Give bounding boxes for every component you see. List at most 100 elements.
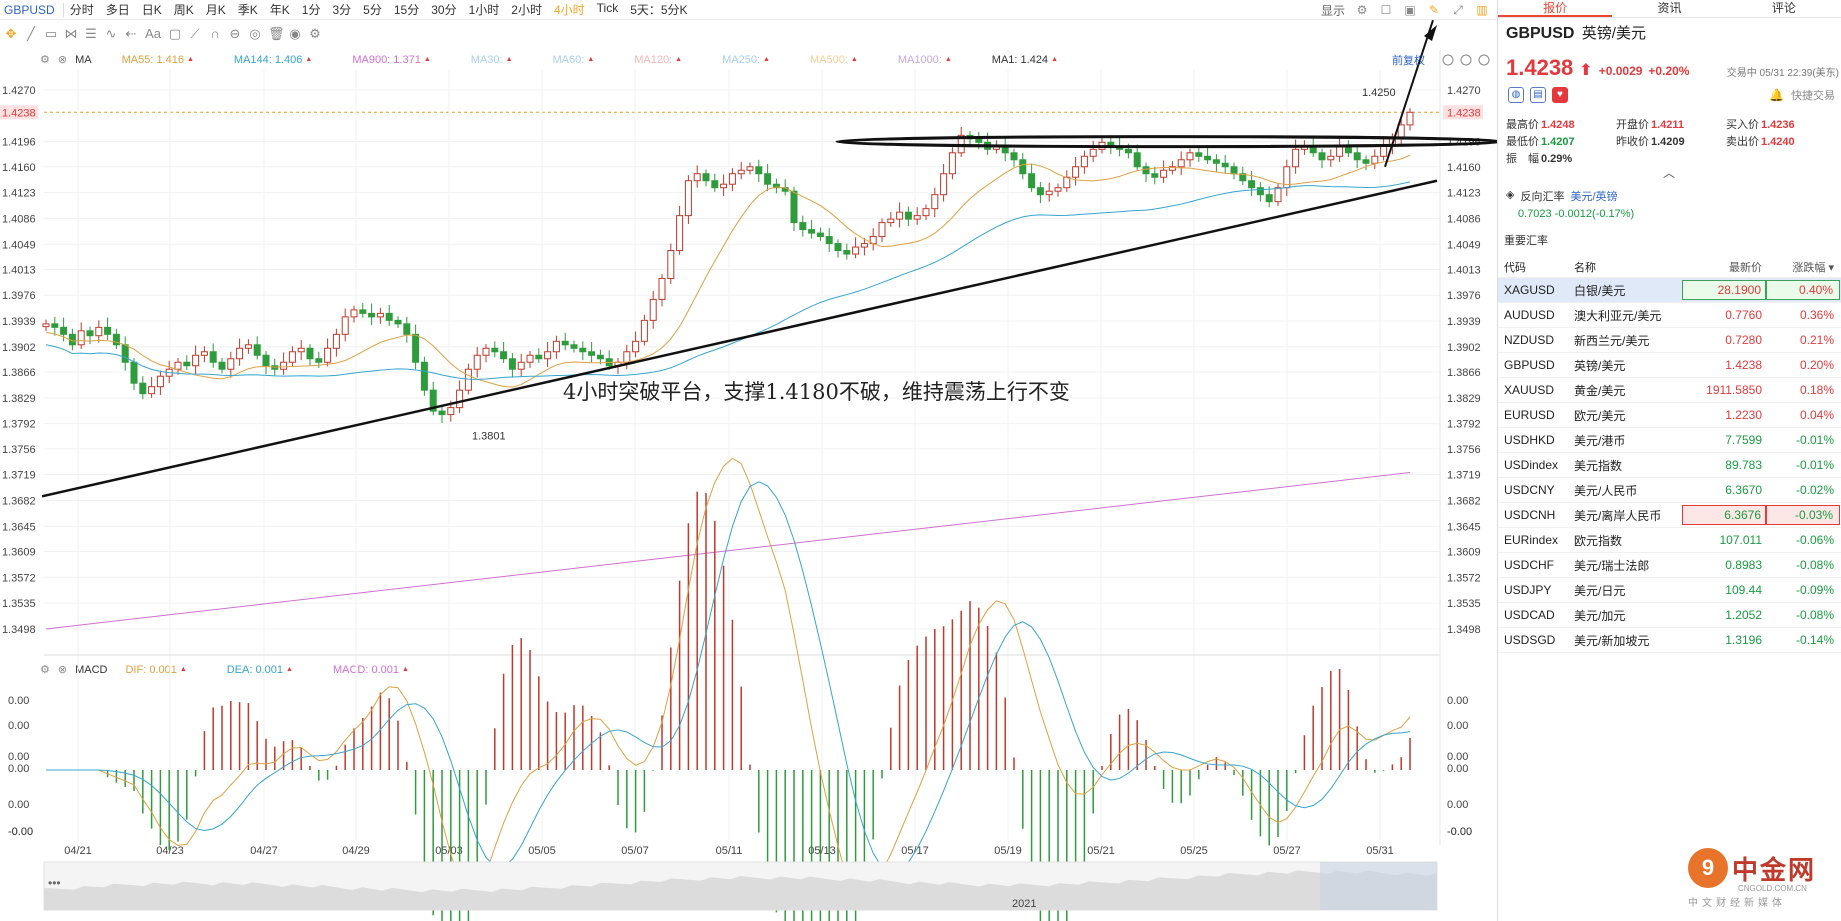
period-tab[interactable]: Tick bbox=[596, 1, 619, 15]
legend-item[interactable]: MA bbox=[75, 53, 92, 66]
table-row[interactable]: USDCHF 美元/瑞士法郎 0.8983 -0.08% bbox=[1498, 553, 1841, 578]
legend-item[interactable]: MA250: bbox=[722, 53, 761, 66]
period-tab[interactable]: 年K bbox=[269, 3, 290, 17]
display-menu[interactable]: 显示 bbox=[1320, 3, 1345, 18]
reverse-rate-pair[interactable]: 美元/英镑 bbox=[1570, 191, 1618, 203]
fullscreen-icon[interactable]: ⤢ bbox=[1453, 3, 1463, 17]
table-row[interactable]: USDJPY 美元/日元 109.44 -0.09% bbox=[1498, 578, 1841, 603]
table-row[interactable]: USDCNY 美元/人民币 6.3670 -0.02% bbox=[1498, 478, 1841, 503]
line-tool-icon[interactable]: ╱ bbox=[27, 26, 35, 41]
legend-item[interactable]: MA144: 1.406 bbox=[233, 53, 303, 66]
legend-item[interactable]: MA900: 1.371 bbox=[352, 53, 421, 66]
quote-header: GBPUSD 英镑/美元 bbox=[1498, 18, 1841, 43]
table-row[interactable]: USDSGD 美元/新加坡元 1.3196 -0.14% bbox=[1498, 628, 1841, 653]
legend-item[interactable]: MA1: 1.424 bbox=[991, 53, 1049, 66]
legend-close-icon[interactable]: ⊗ bbox=[57, 664, 68, 676]
row-change: 0.21% bbox=[1799, 333, 1834, 347]
comment-tool-icon[interactable]: ▢ bbox=[168, 26, 182, 41]
candle-body bbox=[843, 250, 851, 255]
table-row[interactable]: USDCAD 美元/加元 1.2052 -0.08% bbox=[1498, 603, 1841, 628]
table-header-cell[interactable]: 代码 bbox=[1504, 261, 1526, 274]
ruler-icon[interactable]: ⟋ bbox=[190, 26, 200, 41]
legend-item[interactable]: MA60: bbox=[552, 53, 585, 66]
pattern-tool-icon[interactable]: ⋈ bbox=[64, 26, 78, 41]
table-row[interactable]: EURUSD 欧元/美元 1.2230 0.04% bbox=[1498, 403, 1841, 428]
table-row[interactable]: NZDUSD 新西兰元/美元 0.7280 0.21% bbox=[1498, 328, 1841, 353]
favorite-heart-icon[interactable]: ♥ bbox=[1552, 87, 1568, 103]
text-tool-icon[interactable]: Aa bbox=[145, 26, 161, 41]
sidebar-toggle-icon[interactable]: ▥ bbox=[1476, 3, 1488, 17]
legend-close-icon[interactable]: ⊗ bbox=[57, 54, 68, 66]
logo-brand: 中金网 bbox=[1732, 854, 1817, 885]
period-tab[interactable]: 15分 bbox=[393, 3, 420, 17]
table-row[interactable]: XAUUSD 黄金/美元 1911.5850 0.18% bbox=[1498, 378, 1841, 403]
legend-gear-icon[interactable]: ⚙ bbox=[40, 664, 50, 676]
period-tab[interactable]: 4小时 bbox=[553, 3, 585, 17]
lock-icon[interactable]: ⊖ bbox=[229, 26, 241, 41]
trash-icon[interactable]: 🗑 bbox=[268, 26, 285, 41]
legend-item[interactable]: MA55: 1.416 bbox=[121, 53, 184, 66]
crosshair-icon[interactable]: ✥ bbox=[5, 26, 17, 41]
rect-tool-icon[interactable]: ▭ bbox=[44, 26, 58, 41]
legend-item[interactable]: DIF: 0.001 bbox=[125, 663, 177, 676]
legend-item[interactable]: MACD: 0.001 bbox=[332, 663, 400, 676]
period-tab[interactable]: 日K bbox=[141, 3, 162, 17]
period-tab[interactable]: 30分 bbox=[431, 3, 457, 17]
pencil-icon[interactable]: ✎ bbox=[1428, 3, 1440, 17]
table-row[interactable]: AUDUSD 澳大利亚元/美元 0.7760 0.36% bbox=[1498, 303, 1841, 328]
period-tab[interactable]: 季K bbox=[237, 3, 258, 17]
checkbox-icon[interactable]: ☐ bbox=[1380, 3, 1392, 17]
period-tab[interactable]: 3分 bbox=[332, 3, 352, 17]
candle-body bbox=[1054, 187, 1062, 192]
legend-gear-icon[interactable]: ⚙ bbox=[40, 54, 50, 66]
y-tick-left: 1.4123 bbox=[2, 188, 36, 200]
row-price: 0.7760 bbox=[1725, 308, 1762, 322]
period-tab[interactable]: 月K bbox=[205, 3, 226, 17]
visibility-icon[interactable]: ◉ bbox=[289, 26, 301, 41]
panel-tab[interactable]: 资讯 bbox=[1657, 1, 1682, 15]
hide-icon[interactable]: ◎ bbox=[249, 26, 261, 41]
candle-body bbox=[517, 361, 525, 370]
table-row[interactable]: EURindex 欧元指数 107.011 -0.06% bbox=[1498, 528, 1841, 553]
table-row[interactable]: USDindex 美元指数 89.783 -0.01% bbox=[1498, 453, 1841, 478]
globe-icon[interactable]: ◍ bbox=[1508, 87, 1524, 103]
arrow-tool-icon[interactable]: ⇠ bbox=[125, 26, 137, 41]
legend-item[interactable]: MA120: bbox=[634, 53, 673, 66]
table-row[interactable]: USDCNH 美元/离岸人民币 6.3676 -0.03% bbox=[1498, 503, 1841, 528]
legend-item[interactable]: MA500: bbox=[809, 53, 848, 66]
bell-icon[interactable]: 🔔 bbox=[1769, 88, 1784, 102]
period-tab[interactable]: 2小时 bbox=[511, 3, 542, 17]
legend-item[interactable]: DEA: 0.001 bbox=[226, 663, 284, 676]
candle-body bbox=[1318, 152, 1326, 161]
camera-icon[interactable]: ▣ bbox=[1404, 3, 1416, 17]
legend-item[interactable]: MA30: bbox=[470, 53, 503, 66]
table-header-cell[interactable]: 名称 bbox=[1574, 261, 1596, 274]
wave-tool-icon[interactable]: ∿ bbox=[105, 26, 117, 41]
period-tab[interactable]: 5天：5分K bbox=[630, 3, 688, 17]
candle-body bbox=[1177, 159, 1185, 168]
period-tab[interactable]: 1分 bbox=[301, 3, 321, 17]
table-row[interactable]: USDHKD 美元/港币 7.7599 -0.01% bbox=[1498, 428, 1841, 453]
gear-icon[interactable]: ⚙ bbox=[1356, 3, 1368, 17]
news-icon[interactable]: ▤ bbox=[1530, 87, 1546, 103]
table-row[interactable]: XAGUSD 白银/美元 28.1900 0.40% bbox=[1498, 278, 1841, 303]
period-tab[interactable]: 5分 bbox=[363, 3, 382, 17]
panel-tab[interactable]: 评论 bbox=[1771, 1, 1796, 15]
legend-item[interactable]: MA1000: bbox=[897, 53, 942, 66]
period-tab[interactable]: 多日 bbox=[105, 3, 130, 17]
settings-small-icon[interactable]: ⚙ bbox=[309, 26, 321, 41]
legend-item[interactable]: MACD bbox=[75, 663, 108, 676]
panel-tab[interactable]: 报价 bbox=[1498, 0, 1613, 17]
table-row[interactable]: GBPUSD 英镑/美元 1.4238 0.20% bbox=[1498, 353, 1841, 378]
quick-trade-button[interactable]: 快捷交易 bbox=[1791, 90, 1835, 102]
symbol-label[interactable]: GBPUSD bbox=[0, 2, 64, 17]
period-tab[interactable]: 分时 bbox=[69, 3, 94, 17]
period-tab[interactable]: 1小时 bbox=[468, 3, 500, 17]
table-header-cell[interactable]: 最新价 bbox=[1729, 261, 1762, 274]
magnet-icon[interactable]: ∩ bbox=[210, 26, 220, 41]
collapse-chevron-icon[interactable]: ︿ bbox=[1663, 166, 1676, 180]
period-tab[interactable]: 周K bbox=[173, 3, 194, 17]
fib-tool-icon[interactable]: ☰ bbox=[85, 26, 97, 41]
table-header-cell[interactable]: 涨跌幅 ▾ bbox=[1792, 261, 1834, 274]
